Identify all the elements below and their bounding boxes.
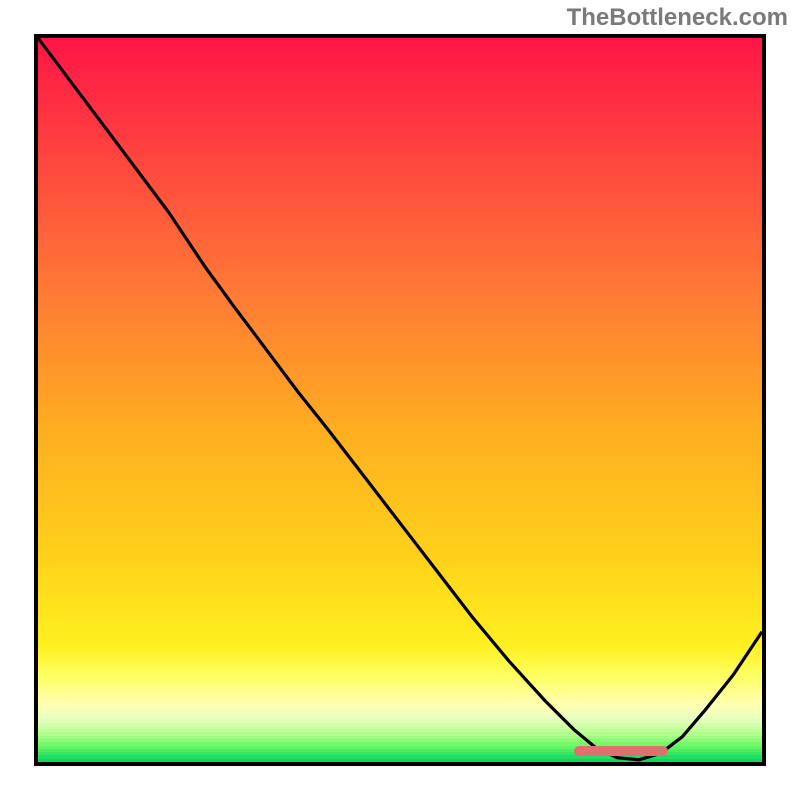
bottleneck-curve [38,38,762,762]
plot-area [34,34,766,766]
watermark-text: TheBottleneck.com [567,4,788,32]
chart-container: TheBottleneck.com [0,0,800,800]
optimal-range-indicator [574,746,668,756]
